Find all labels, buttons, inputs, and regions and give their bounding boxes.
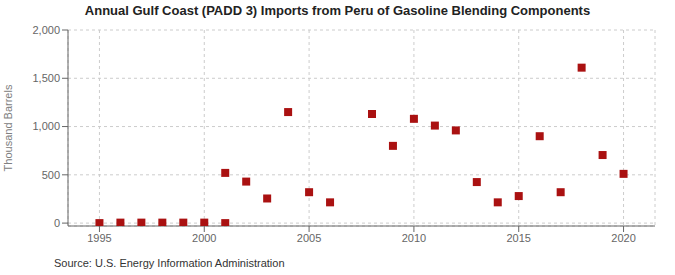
svg-text:2010: 2010	[402, 232, 426, 244]
svg-text:1,000: 1,000	[32, 120, 60, 132]
svg-text:0: 0	[54, 217, 60, 229]
svg-text:500: 500	[42, 169, 60, 181]
svg-text:2020: 2020	[611, 232, 635, 244]
svg-text:2015: 2015	[506, 232, 530, 244]
svg-text:1,500: 1,500	[32, 72, 60, 84]
svg-text:2,000: 2,000	[32, 24, 60, 36]
svg-text:1995: 1995	[87, 232, 111, 244]
html-text:Source: U.S. Energy Informatio: Source: U.S. Energy Information Administ…	[54, 257, 285, 269]
html-text:Annual Gulf Coast (PADD 3) Imp: Annual Gulf Coast (PADD 3) Imports from …	[84, 3, 591, 18]
svg-text:2005: 2005	[297, 232, 321, 244]
svg-text:2000: 2000	[192, 232, 216, 244]
svg-text:Thousand Barrels: Thousand Barrels	[8, 84, 14, 171]
